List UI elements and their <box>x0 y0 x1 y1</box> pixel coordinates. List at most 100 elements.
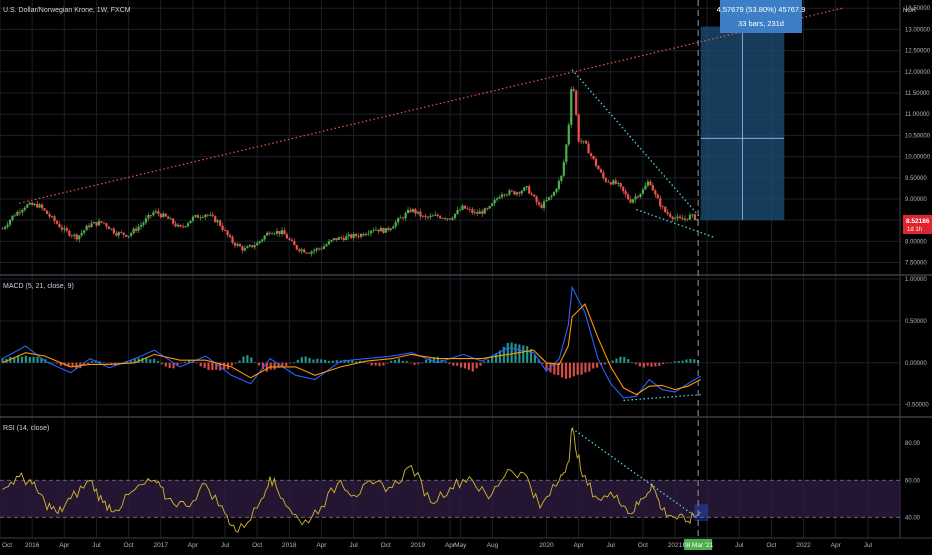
candle-body <box>80 232 83 236</box>
macd-histogram-bar <box>207 362 210 371</box>
macd-histogram-bar <box>417 362 420 365</box>
macd-histogram-bar <box>658 362 661 366</box>
macd-histogram-bar <box>234 362 237 364</box>
candle-body <box>431 215 434 217</box>
candle-body <box>535 196 538 203</box>
candle-body <box>83 230 86 233</box>
candle-body <box>599 169 603 173</box>
candle-body <box>419 211 422 217</box>
candle-body <box>357 236 360 237</box>
time-axis-label: Oct <box>252 542 262 549</box>
candle-body <box>248 245 251 247</box>
macd-divergence-line[interactable] <box>623 393 701 402</box>
macd-histogram-bar <box>83 362 86 365</box>
macd-histogram-bar <box>180 362 183 364</box>
time-axis-label: Jul <box>864 542 873 549</box>
time-axis-label: Apr <box>831 542 842 549</box>
time-axis-label: Apr <box>574 542 585 549</box>
time-axis-label: Aug <box>487 542 499 549</box>
candle-body <box>466 208 469 210</box>
candle-body <box>528 186 531 194</box>
candle-body <box>278 231 281 234</box>
candle-body <box>444 218 447 219</box>
wedge-lower-trendline[interactable] <box>636 208 714 238</box>
candle-body <box>194 215 197 217</box>
candle-body <box>495 198 499 200</box>
measure-label-bars: 33 bars, 231d <box>738 19 784 28</box>
candle-body <box>211 214 214 217</box>
candle-body <box>125 234 128 237</box>
last-price-value: 8.52186 <box>906 218 930 225</box>
candle-body <box>152 212 155 216</box>
trendlines[interactable] <box>19 7 843 517</box>
macd-histogram-bar <box>374 362 377 366</box>
candle-body <box>651 185 654 191</box>
candle-body <box>409 209 412 212</box>
candle-body <box>372 230 375 231</box>
candle-body <box>468 208 471 210</box>
candle-body <box>369 230 373 234</box>
macd-histogram-bar <box>40 358 43 363</box>
candle-body <box>295 245 298 250</box>
wedge-upper-trendline[interactable] <box>571 69 702 219</box>
macd-histogram-bar <box>281 362 284 367</box>
macd-histogram-bar <box>669 362 673 364</box>
candle-body <box>36 203 39 208</box>
macd-histogram-bar <box>646 362 649 366</box>
macd-axis[interactable]: 1.00000 0.50000 0.00000 -0.50000 <box>905 277 929 409</box>
candle-body <box>587 143 590 154</box>
candle-body <box>223 230 227 231</box>
candle-body <box>154 211 157 213</box>
price-axis-label: 13.50000 <box>905 6 931 12</box>
candle-body <box>416 211 420 214</box>
candle-body <box>696 218 699 221</box>
measure-tool[interactable] <box>700 26 785 221</box>
candle-body <box>347 234 350 237</box>
candle-body <box>147 214 150 219</box>
candle-body <box>48 213 51 217</box>
candle-body <box>557 180 560 189</box>
macd-axis-label: 0.50000 <box>905 319 927 325</box>
candle-body <box>446 218 449 220</box>
candle-body <box>1 228 4 230</box>
macd-histogram-bar <box>382 362 385 366</box>
macd-histogram-bar <box>483 361 486 363</box>
candle-body <box>565 144 568 162</box>
macd-histogram-bar <box>71 362 74 368</box>
candle-body <box>345 236 348 241</box>
candle-body <box>580 141 583 143</box>
symbol-title[interactable]: U.S. Dollar/Norwegian Krone, 1W, FXCM <box>3 7 131 14</box>
time-axis[interactable]: Oct 2016 Apr Jul Oct 2017 Apr Jul Oct 2018 Apr Jul O… <box>2 542 873 549</box>
candle-body <box>639 193 642 197</box>
candle-body <box>367 233 370 235</box>
candle-body <box>624 191 627 195</box>
candle-body <box>241 246 244 251</box>
candle-body <box>196 215 200 218</box>
currency-badge[interactable]: NOK <box>903 8 916 14</box>
candle-body <box>441 218 444 219</box>
macd-histogram-bar <box>479 362 482 366</box>
candle-body <box>322 246 326 249</box>
macd-legend[interactable]: MACD (5, 21, close, 9) <box>3 283 74 290</box>
macd-histogram-bar <box>444 361 447 363</box>
candle-body <box>63 228 66 230</box>
candle-body <box>206 214 209 216</box>
candle-body <box>177 224 180 227</box>
candle-body <box>545 200 548 202</box>
measure-label-box <box>720 0 802 33</box>
candle-body <box>209 214 212 216</box>
candle-body <box>144 218 148 223</box>
macd-histogram-bar <box>689 359 692 363</box>
macd-histogram-bar <box>222 362 226 370</box>
candle-body <box>562 161 565 176</box>
time-axis-label: 2019 <box>411 542 426 549</box>
rsi-axis[interactable]: 80.00 60.00 40.00 <box>905 441 921 521</box>
rsi-legend[interactable]: RSI (14, close) <box>3 425 49 432</box>
macd-histogram-bar <box>203 362 206 368</box>
rsi-divergence-line[interactable] <box>571 427 695 517</box>
candle-body <box>552 192 556 196</box>
resistance-trendline[interactable] <box>19 7 843 204</box>
macd-histogram-bar <box>172 362 175 369</box>
